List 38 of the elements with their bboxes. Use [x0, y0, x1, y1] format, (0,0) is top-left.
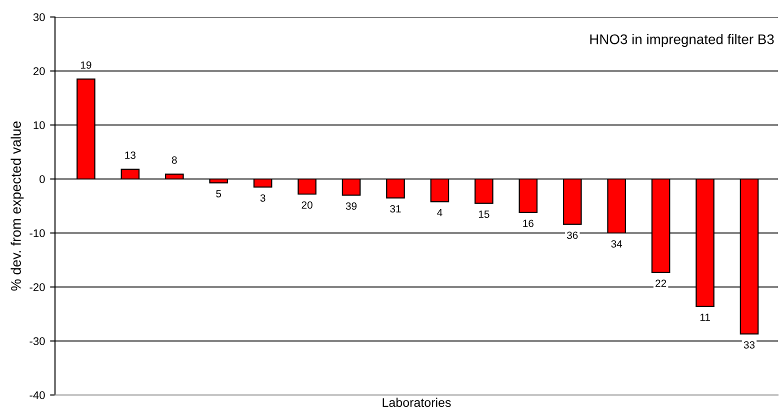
y-tick-label: -30 [30, 337, 45, 346]
x-tick-label: 16 [523, 220, 534, 228]
x-tick-label: 22 [656, 280, 666, 287]
x-tick-label: 3 [260, 194, 266, 202]
y-tick-label: 30 [33, 13, 45, 22]
y-tick-label: 10 [34, 121, 45, 130]
bar [386, 178, 405, 198]
text: HNO3 in impregnated filter B3 [590, 34, 774, 47]
bar [562, 178, 582, 225]
x-tick-label: 33 [744, 341, 755, 349]
y-tick-label: 20 [33, 67, 45, 76]
bar [253, 178, 272, 188]
x-tick-label: 11 [700, 314, 710, 321]
x-tick-label: 36 [566, 232, 578, 239]
x-tick-label: 5 [216, 190, 222, 198]
bar [164, 174, 184, 180]
x-axis-title: Laboratories [382, 398, 451, 407]
x-tick-label: 19 [80, 61, 92, 69]
bar [430, 178, 450, 202]
x-tick-label: 15 [478, 210, 490, 218]
bar [209, 178, 228, 184]
bar [342, 178, 361, 196]
y-tick-label: -10 [30, 229, 45, 238]
x-tick-label: 34 [611, 240, 622, 248]
y-tick-label: 0 [40, 175, 45, 184]
x-tick-label: 4 [437, 209, 442, 216]
x-tick-label: 39 [346, 202, 357, 210]
y-axis-title: % dev. from expected value [10, 121, 24, 291]
x-tick-label: 8 [172, 156, 177, 164]
bar [474, 178, 494, 204]
bar [120, 168, 140, 180]
x-tick-label: 20 [302, 201, 312, 209]
bar [298, 178, 316, 195]
x-tick-label: 31 [390, 205, 401, 212]
y-tick-label: -20 [30, 283, 45, 292]
y-tick-label: -40 [30, 391, 45, 400]
x-tick-label: 13 [125, 152, 136, 159]
bar [518, 178, 538, 214]
